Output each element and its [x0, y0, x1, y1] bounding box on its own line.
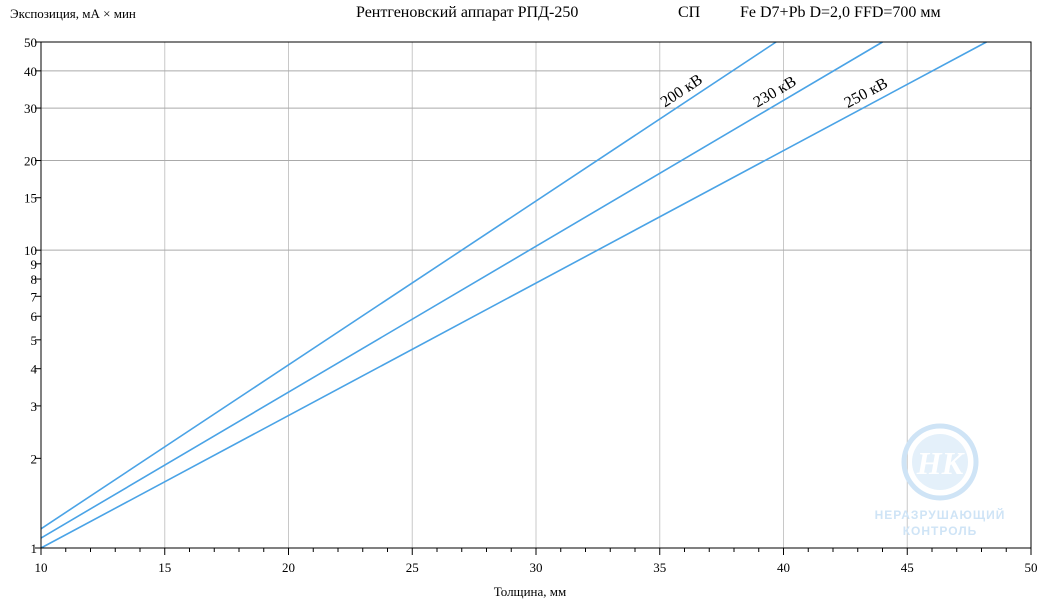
y-tick-label: 9 [31, 257, 38, 272]
y-tick-label: 1 [31, 541, 38, 556]
watermark-line-1: НЕРАЗРУШАЮЩИЙ [874, 508, 1006, 522]
y-tick-label: 2 [31, 451, 38, 466]
y-tick-label: 50 [24, 35, 37, 50]
chart-title: Рентгеновский аппарат РПД-250 [356, 4, 579, 21]
exposure-parameters: Fe D7+Pb D=2,0 FFD=700 мм [740, 4, 941, 21]
y-axis-label: Экспозиция, мА × мин [10, 6, 136, 21]
series-line-3 [40, 41, 987, 549]
y-tick-label: 6 [31, 309, 38, 324]
y-tick-label: 8 [31, 272, 38, 287]
y-tick-label: 10 [24, 243, 37, 258]
x-tick-label: 15 [158, 560, 171, 575]
y-tick-label: 30 [24, 101, 37, 116]
x-tick-label: 50 [1025, 560, 1038, 575]
series-line-2 [40, 41, 883, 539]
nk-logo-icon: НК [901, 423, 979, 501]
x-tick-label: 35 [653, 560, 666, 575]
x-tick-label: 10 [35, 560, 48, 575]
y-tick-label: 5 [31, 333, 38, 348]
watermark-logo: НК НЕРАЗРУШАЮЩИЙ КОНТРОЛЬ [855, 420, 1025, 550]
x-tick-label: 45 [901, 560, 914, 575]
series-line-1 [40, 41, 777, 530]
y-tick-label: 4 [31, 362, 38, 377]
svg-text:НК: НК [916, 445, 966, 481]
x-tick-label: 20 [282, 560, 295, 575]
y-tick-label: 15 [24, 191, 37, 206]
watermark-line-2: КОНТРОЛЬ [902, 524, 978, 538]
x-axis-label: Толщина, мм [493, 584, 567, 599]
film-type: СП [678, 4, 701, 21]
y-tick-label: 40 [24, 64, 37, 79]
x-tick-label: 40 [777, 560, 790, 575]
plot-border [40, 41, 1032, 549]
x-tick-label: 30 [530, 560, 543, 575]
y-tick-label: 3 [31, 399, 38, 414]
x-tick-label: 25 [406, 560, 419, 575]
y-tick-label: 20 [24, 154, 37, 169]
y-tick-label: 7 [31, 289, 38, 304]
